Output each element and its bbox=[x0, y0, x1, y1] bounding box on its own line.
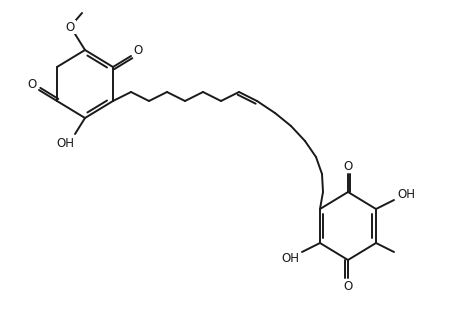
Text: O: O bbox=[343, 279, 352, 292]
Text: OH: OH bbox=[396, 188, 414, 201]
Text: OH: OH bbox=[280, 252, 298, 265]
Text: O: O bbox=[27, 77, 36, 91]
Text: OH: OH bbox=[56, 137, 74, 149]
Text: O: O bbox=[343, 159, 352, 172]
Text: O: O bbox=[133, 44, 142, 57]
Text: O: O bbox=[65, 20, 75, 34]
